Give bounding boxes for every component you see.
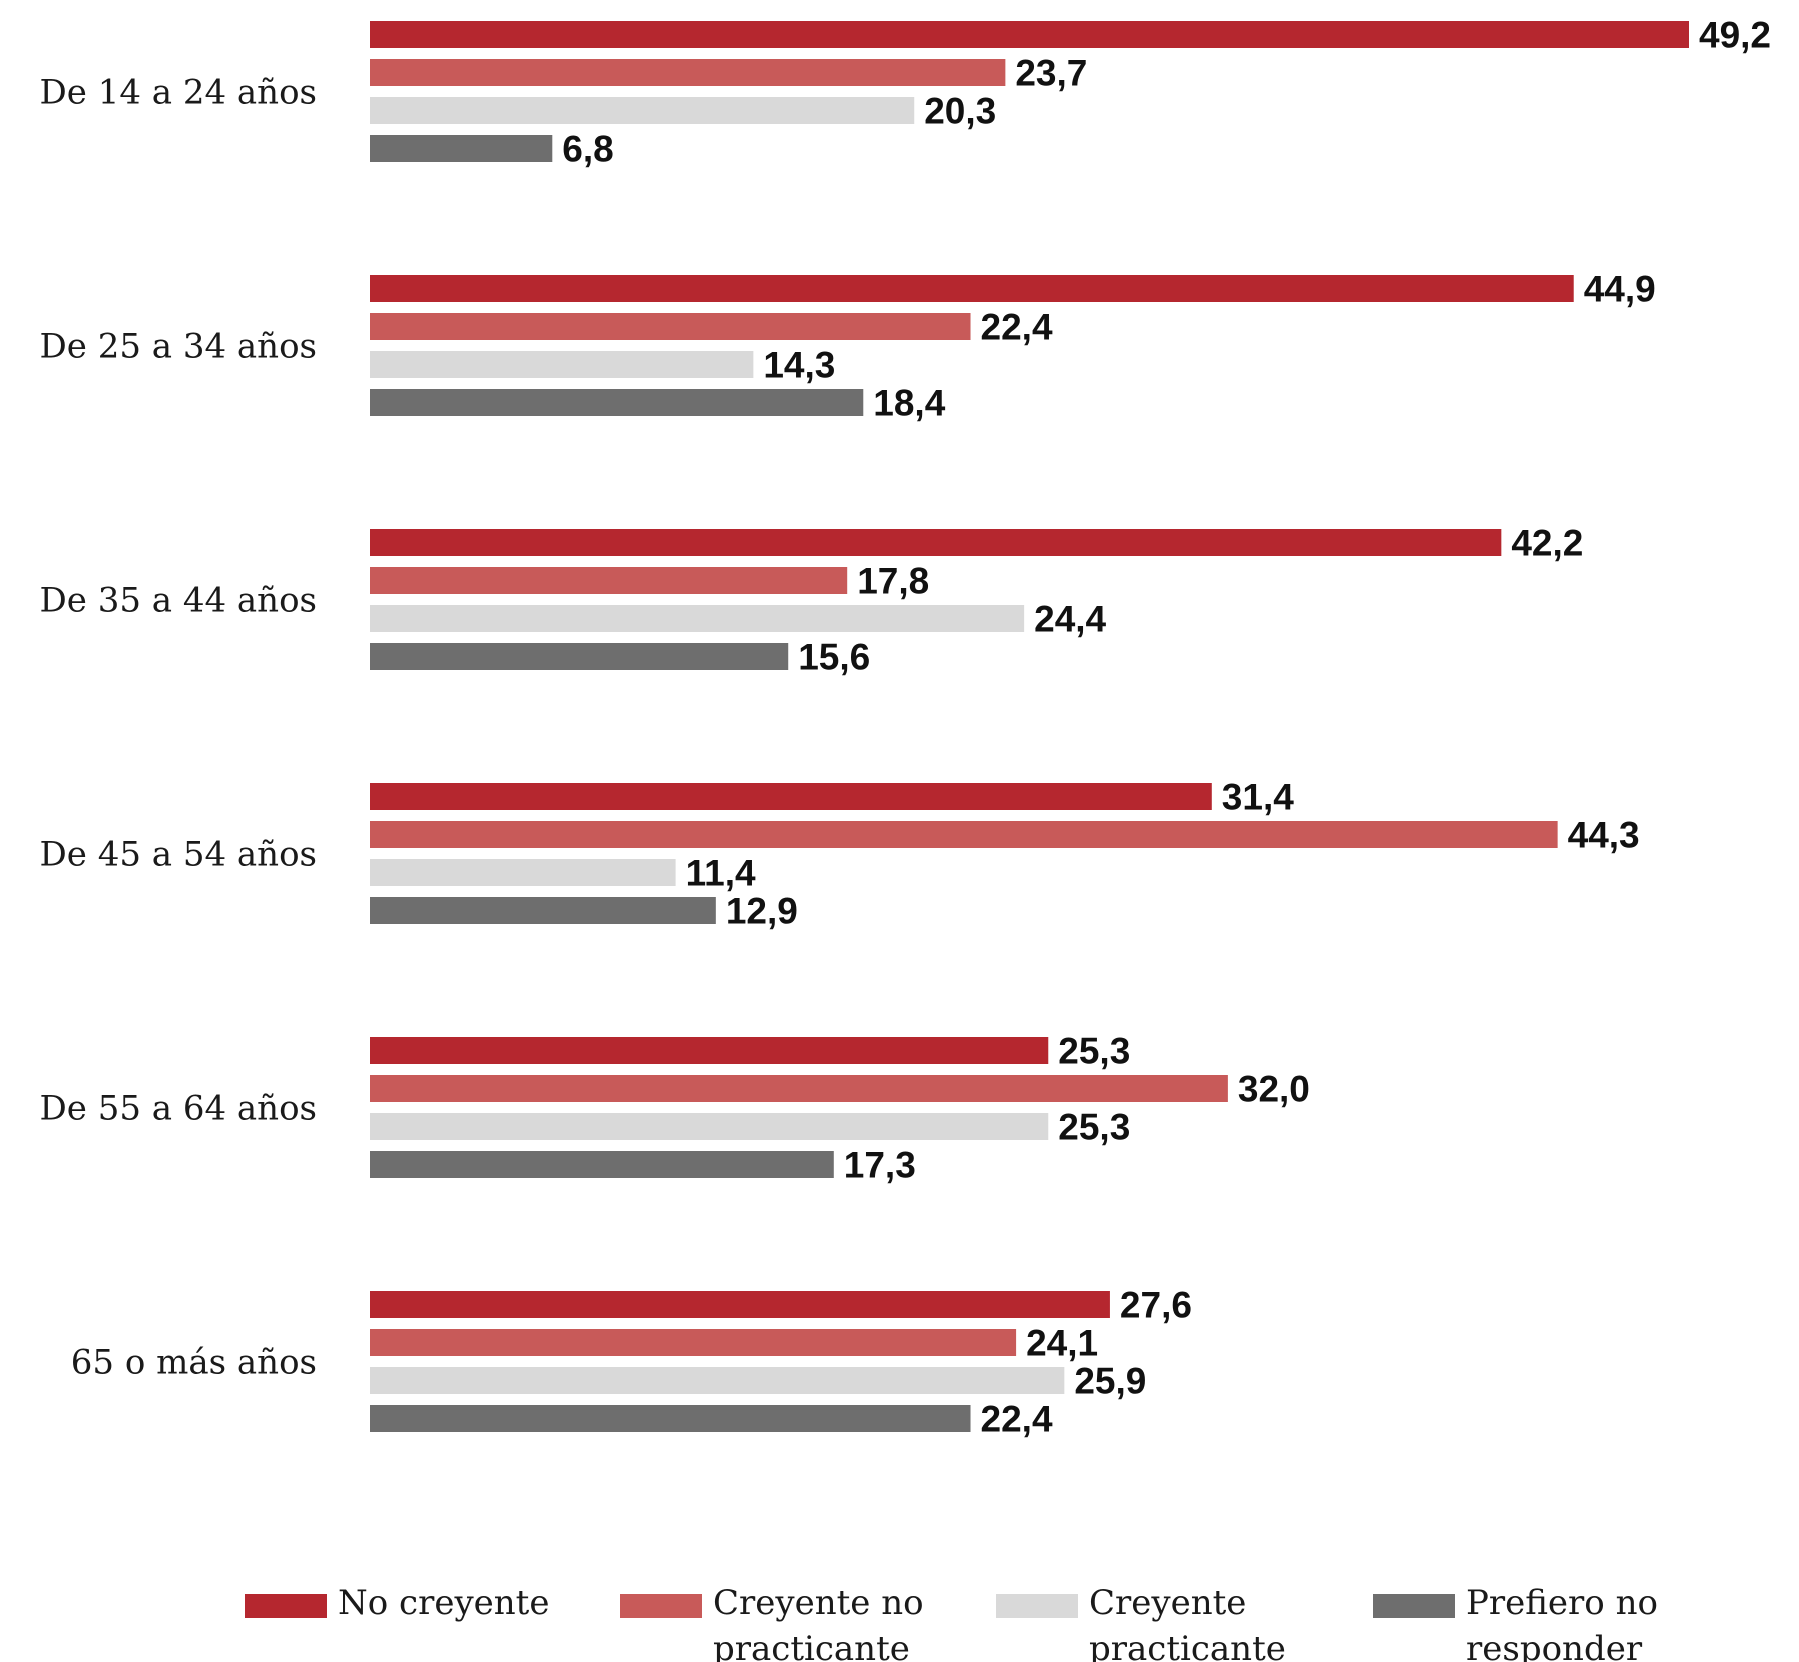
bar-prefiero-no-responder-65-o-mas-anos [370, 1405, 971, 1432]
bar-prefiero-no-responder-de-35-a-44-anos [370, 643, 789, 670]
bar-no-creyente-de-14-a-24-anos [370, 21, 1689, 48]
legend-swatch-creyente-no-practicante [620, 1594, 702, 1618]
bar-creyente-no-practicante-de-25-a-34-anos [370, 313, 971, 340]
bar-no-creyente-de-55-a-64-anos [370, 1037, 1049, 1064]
category-label-de-45-a-54-anos: De 45 a 54 años [40, 835, 318, 875]
legend: No creyente Creyente no practicante Creyent… [245, 1583, 1658, 1662]
legend-swatch-no-creyente [245, 1594, 327, 1618]
legend-swatch-creyente-practicante [996, 1594, 1078, 1618]
category-label-de-55-a-64-anos: De 55 a 64 años [40, 1089, 318, 1129]
legend-label-creyente-no-practicante: Creyente no [713, 1583, 924, 1623]
bar-creyente-practicante-de-35-a-44-anos [370, 605, 1025, 632]
value-label-prefiero-no-responder-de-55-a-64-anos: 17,3 [844, 1145, 916, 1186]
value-label-creyente-practicante-de-55-a-64-anos: 25,3 [1058, 1107, 1130, 1148]
legend-label-prefiero-no-responder-line-2: responder [1466, 1629, 1643, 1662]
legend-label-creyente-no-practicante-line-2: practicante [713, 1629, 910, 1662]
bar-creyente-practicante-de-55-a-64-anos [370, 1113, 1049, 1140]
category-label-de-35-a-44-anos: De 35 a 44 años [40, 581, 318, 621]
legend-label-prefiero-no-responder: Prefiero no [1466, 1583, 1658, 1623]
value-label-creyente-no-practicante-65-o-mas-anos: 24,1 [1026, 1323, 1098, 1364]
value-label-creyente-practicante-65-o-mas-anos: 25,9 [1074, 1361, 1146, 1402]
value-labels: 49,2 23,7 20,3 6,8 44,9 22,4 14,3 18,4 42,2 17,8 2… [562, 15, 1771, 1440]
bar-creyente-no-practicante-de-14-a-24-anos [370, 59, 1006, 86]
legend-label-no-creyente: No creyente [338, 1583, 549, 1623]
category-label-de-14-a-24-anos: De 14 a 24 años [40, 73, 318, 113]
bar-no-creyente-65-o-mas-anos [370, 1291, 1110, 1318]
value-label-prefiero-no-responder-de-45-a-54-anos: 12,9 [726, 891, 798, 932]
category-label-de-25-a-34-anos: De 25 a 34 años [40, 327, 318, 367]
bar-prefiero-no-responder-de-55-a-64-anos [370, 1151, 834, 1178]
bar-creyente-no-practicante-de-55-a-64-anos [370, 1075, 1228, 1102]
value-label-prefiero-no-responder-de-35-a-44-anos: 15,6 [798, 637, 870, 678]
value-label-creyente-no-practicante-de-55-a-64-anos: 32,0 [1238, 1069, 1310, 1110]
category-labels: De 14 a 24 años De 25 a 34 años De 35 a 44… [40, 73, 318, 1383]
legend-label-creyente-practicante: Creyente [1089, 1583, 1246, 1623]
value-label-creyente-no-practicante-de-14-a-24-anos: 23,7 [1015, 53, 1087, 94]
value-label-prefiero-no-responder-65-o-mas-anos: 22,4 [981, 1399, 1053, 1440]
bar-prefiero-no-responder-de-25-a-34-anos [370, 389, 864, 416]
bar-creyente-practicante-65-o-mas-anos [370, 1367, 1065, 1394]
value-label-creyente-practicante-de-14-a-24-anos: 20,3 [924, 91, 996, 132]
bar-no-creyente-de-45-a-54-anos [370, 783, 1212, 810]
bar-no-creyente-de-35-a-44-anos [370, 529, 1502, 556]
value-label-creyente-practicante-de-35-a-44-anos: 24,4 [1034, 599, 1106, 640]
bar-creyente-no-practicante-65-o-mas-anos [370, 1329, 1017, 1356]
value-label-no-creyente-65-o-mas-anos: 27,6 [1120, 1285, 1192, 1326]
bar-prefiero-no-responder-de-14-a-24-anos [370, 135, 553, 162]
value-label-creyente-practicante-de-25-a-34-anos: 14,3 [763, 345, 835, 386]
bars-group [370, 21, 1689, 1432]
value-label-creyente-no-practicante-de-45-a-54-anos: 44,3 [1568, 815, 1640, 856]
value-label-no-creyente-de-35-a-44-anos: 42,2 [1511, 523, 1583, 564]
bar-creyente-practicante-de-45-a-54-anos [370, 859, 676, 886]
value-label-no-creyente-de-14-a-24-anos: 49,2 [1699, 15, 1771, 56]
bar-creyente-practicante-de-25-a-34-anos [370, 351, 754, 378]
category-label-65-o-mas-anos: 65 o más años [71, 1343, 317, 1383]
bar-creyente-no-practicante-de-35-a-44-anos [370, 567, 848, 594]
value-label-creyente-no-practicante-de-35-a-44-anos: 17,8 [857, 561, 929, 602]
value-label-no-creyente-de-25-a-34-anos: 44,9 [1584, 269, 1656, 310]
value-label-prefiero-no-responder-de-25-a-34-anos: 18,4 [873, 383, 945, 424]
bar-creyente-practicante-de-14-a-24-anos [370, 97, 915, 124]
value-label-creyente-practicante-de-45-a-54-anos: 11,4 [686, 853, 756, 894]
legend-label-creyente-practicante-line-2: practicante [1089, 1629, 1286, 1662]
bar-no-creyente-de-25-a-34-anos [370, 275, 1574, 302]
legend-swatch-prefiero-no-responder [1373, 1594, 1455, 1618]
bar-creyente-no-practicante-de-45-a-54-anos [370, 821, 1558, 848]
value-label-no-creyente-de-45-a-54-anos: 31,4 [1222, 777, 1294, 818]
value-label-no-creyente-de-55-a-64-anos: 25,3 [1058, 1031, 1130, 1072]
bar-prefiero-no-responder-de-45-a-54-anos [370, 897, 716, 924]
value-label-prefiero-no-responder-de-14-a-24-anos: 6,8 [562, 129, 613, 170]
value-label-creyente-no-practicante-de-25-a-34-anos: 22,4 [981, 307, 1053, 348]
